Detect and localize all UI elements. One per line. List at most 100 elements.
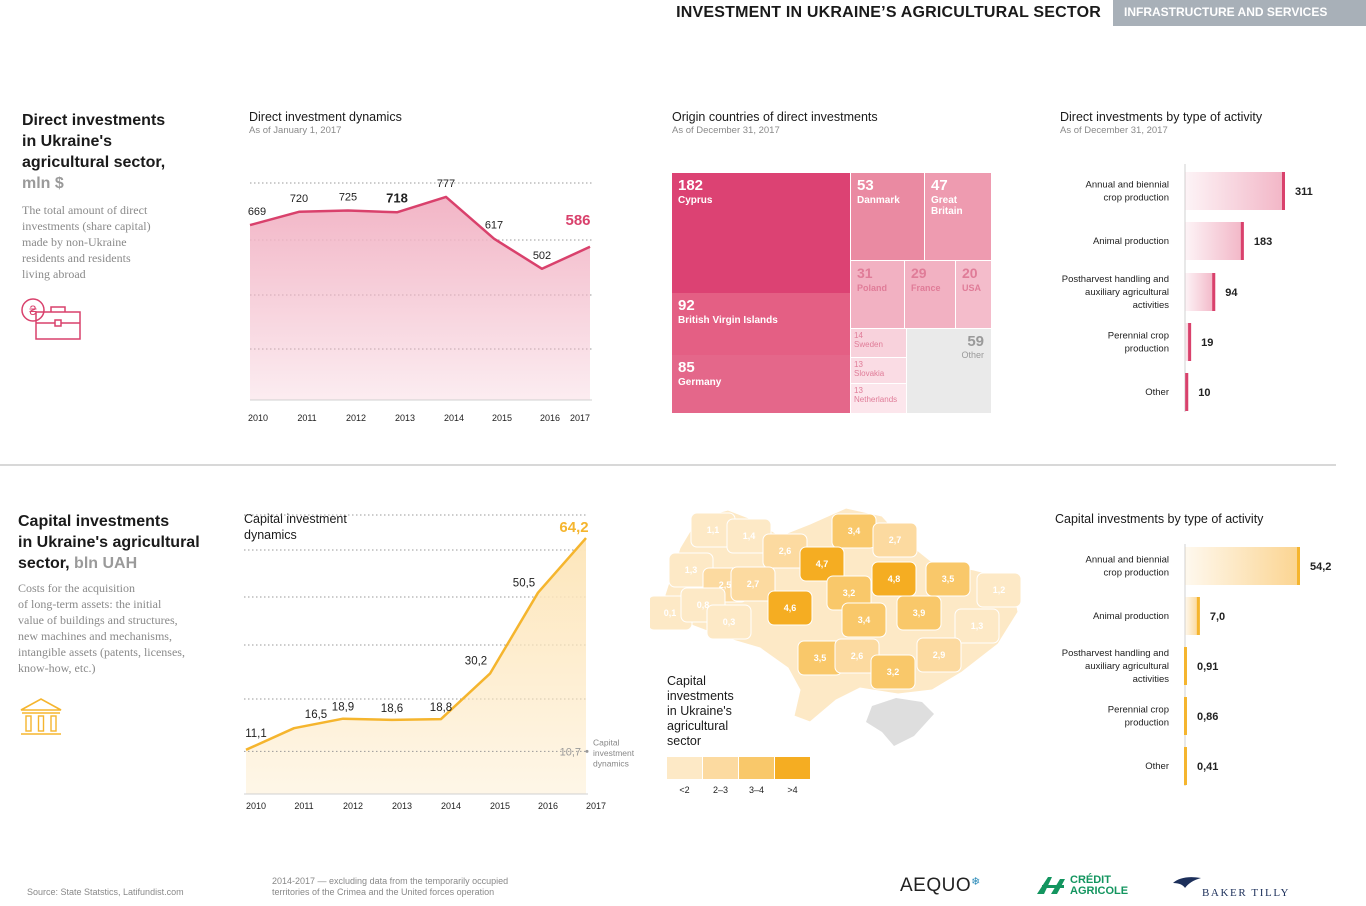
treemap-value: 13: [854, 386, 863, 395]
capital-section-title: Capital investments in Ukraine's agricul…: [18, 511, 233, 574]
category-label: Postharvest handling and: [1062, 274, 1169, 285]
category-label: Perennial crop: [1108, 331, 1169, 342]
data-label: 617: [485, 220, 503, 232]
region-value: 0,3: [723, 617, 736, 627]
bar-end: [1184, 747, 1187, 785]
category-label: production: [1125, 344, 1169, 355]
data-label: 18,9: [332, 702, 354, 714]
region-value: 2,9: [933, 650, 946, 660]
region-shape: [872, 522, 918, 558]
data-label: 725: [339, 191, 357, 203]
treemap-cell: 47 Great Britain: [925, 173, 991, 260]
capital-title-last: sector,: [18, 555, 70, 572]
capital-activity-header: Capital investments by type of activity: [1055, 511, 1263, 527]
ukraine-regions-map: 1,1 1,4 2,6 3,4 2,7 1,3 2,5 2,7 4,7 4,8 3,5 1,2 0,1 0…: [650, 507, 1022, 746]
region-value: 3,2: [843, 588, 856, 598]
legend-label: <2: [679, 785, 690, 795]
treemap-label: USA: [962, 283, 982, 293]
annotation-text: Capital: [593, 737, 620, 747]
category-label: Other: [1145, 387, 1169, 398]
bar-end: [1297, 547, 1300, 585]
page-title: INVESTMENT IN UKRAINE’S AGRICULTURAL SEC…: [676, 4, 1101, 21]
legend-swatch: [667, 757, 702, 779]
region-value: 2,6: [851, 651, 864, 661]
desc-line: intangible assets (patents, licenses,: [18, 645, 185, 659]
bar-value: 0,91: [1197, 661, 1218, 673]
treemap-value: 47: [931, 177, 948, 194]
treemap-label: British Virgin Islands: [678, 315, 778, 326]
legend-swatch: [775, 757, 810, 779]
annotation-value: 10,7: [560, 746, 581, 758]
treemap-cell: 182 Cyprus: [672, 173, 850, 293]
data-label: 669: [248, 206, 266, 218]
data-label: 586: [565, 212, 590, 229]
bar: [1185, 323, 1192, 361]
direct-activity-header: Direct investments by type of activity A…: [1060, 109, 1262, 136]
direct-title-line: in Ukraine's: [22, 133, 113, 150]
direct-dynamics-chart: 669 2010 720 2011 725 2012 718 2013 777 2014 617 20…: [248, 178, 592, 423]
x-tick-label: 2014: [444, 413, 464, 423]
series-line: [249, 195, 591, 271]
direct-title-line: Direct investments: [22, 112, 166, 129]
region-value: 1,3: [685, 565, 698, 575]
region-value: 0,1: [664, 608, 677, 618]
direct-intro: Direct investments in Ukraine's agricult…: [22, 110, 222, 282]
treemap-label: Cyprus: [678, 195, 713, 206]
region-value: 2,7: [889, 535, 902, 545]
desc-line: The total amount of direct: [22, 203, 148, 217]
map-title-line: agricultural: [667, 719, 729, 733]
data-label: 720: [290, 193, 308, 205]
capital-intro: Capital investments in Ukraine's agricul…: [18, 511, 233, 676]
treemap-value: 13: [854, 360, 863, 369]
capital-unit: bln UAH: [74, 555, 138, 572]
desc-line: residents and residents: [22, 251, 131, 265]
bar-value: 10: [1198, 387, 1210, 399]
category-label: Other: [1145, 761, 1169, 772]
treemap-cell: 59 Other: [907, 329, 991, 413]
chart-title: Capital investments by type of activity: [1055, 512, 1264, 526]
x-tick-label: 2016: [540, 413, 560, 423]
origin-countries-treemap: 182 Cyprus 92 British Virgin Islands 85 Germa…: [672, 173, 992, 413]
x-tick-label: 2011: [297, 413, 316, 423]
category-label: crop production: [1104, 193, 1169, 204]
aequo-wordmark: AEQUO: [900, 875, 972, 896]
treemap-value: 59: [967, 333, 984, 350]
data-label: 18,6: [381, 703, 403, 715]
treemap-cell: 92 British Virgin Islands: [672, 293, 850, 355]
region-value: 1,2: [993, 585, 1006, 595]
chart-subtitle: As of December 31, 2017: [672, 125, 780, 136]
direct-section-title: Direct investments in Ukraine's agricult…: [22, 110, 222, 194]
footnote: 2014-2017 — excluding data from the temp…: [272, 876, 508, 898]
x-tick-label: 2015: [490, 801, 510, 811]
region-value: 1,1: [707, 525, 720, 535]
bar-value: 0,86: [1197, 711, 1218, 723]
snowflake-icon: ❄: [971, 876, 981, 888]
region-shape: [871, 561, 917, 597]
annotation-text: dynamics: [593, 758, 629, 768]
aequo-logo: AEQUO❄: [900, 875, 981, 897]
data-label: 16,5: [305, 709, 327, 721]
region-value: 1,3: [971, 621, 984, 631]
bar-value: 183: [1254, 236, 1272, 248]
region-value: 4,7: [816, 559, 829, 569]
category-label: crop production: [1104, 568, 1169, 579]
area-fill: [250, 196, 590, 400]
section-tag: INFRASTRUCTURE AND SERVICES: [1113, 0, 1366, 26]
region-value: 4,6: [784, 603, 797, 613]
treemap-label: Danmark: [857, 195, 900, 206]
region-shape: [870, 654, 916, 690]
direct-activity-chart: 311 Annual and biennial crop production 183…: [1062, 164, 1313, 412]
bar: [1185, 273, 1216, 311]
desc-line: made by non-Ukraine: [22, 235, 127, 249]
category-label: auxiliary agricultural: [1085, 661, 1169, 672]
region-shape: [706, 604, 752, 640]
direct-title-line: agricultural sector,: [22, 154, 166, 171]
x-tick-label: 2012: [343, 801, 363, 811]
data-label: 30,2: [465, 656, 487, 668]
map-legend: <2 2–3 3–4 >4: [667, 757, 817, 797]
x-tick-label: 2010: [246, 801, 266, 811]
region-value: 3,4: [858, 615, 871, 625]
category-label: Postharvest handling and: [1062, 648, 1169, 659]
ca-line: AGRICOLE: [1070, 885, 1129, 897]
section-divider: [0, 464, 1336, 466]
